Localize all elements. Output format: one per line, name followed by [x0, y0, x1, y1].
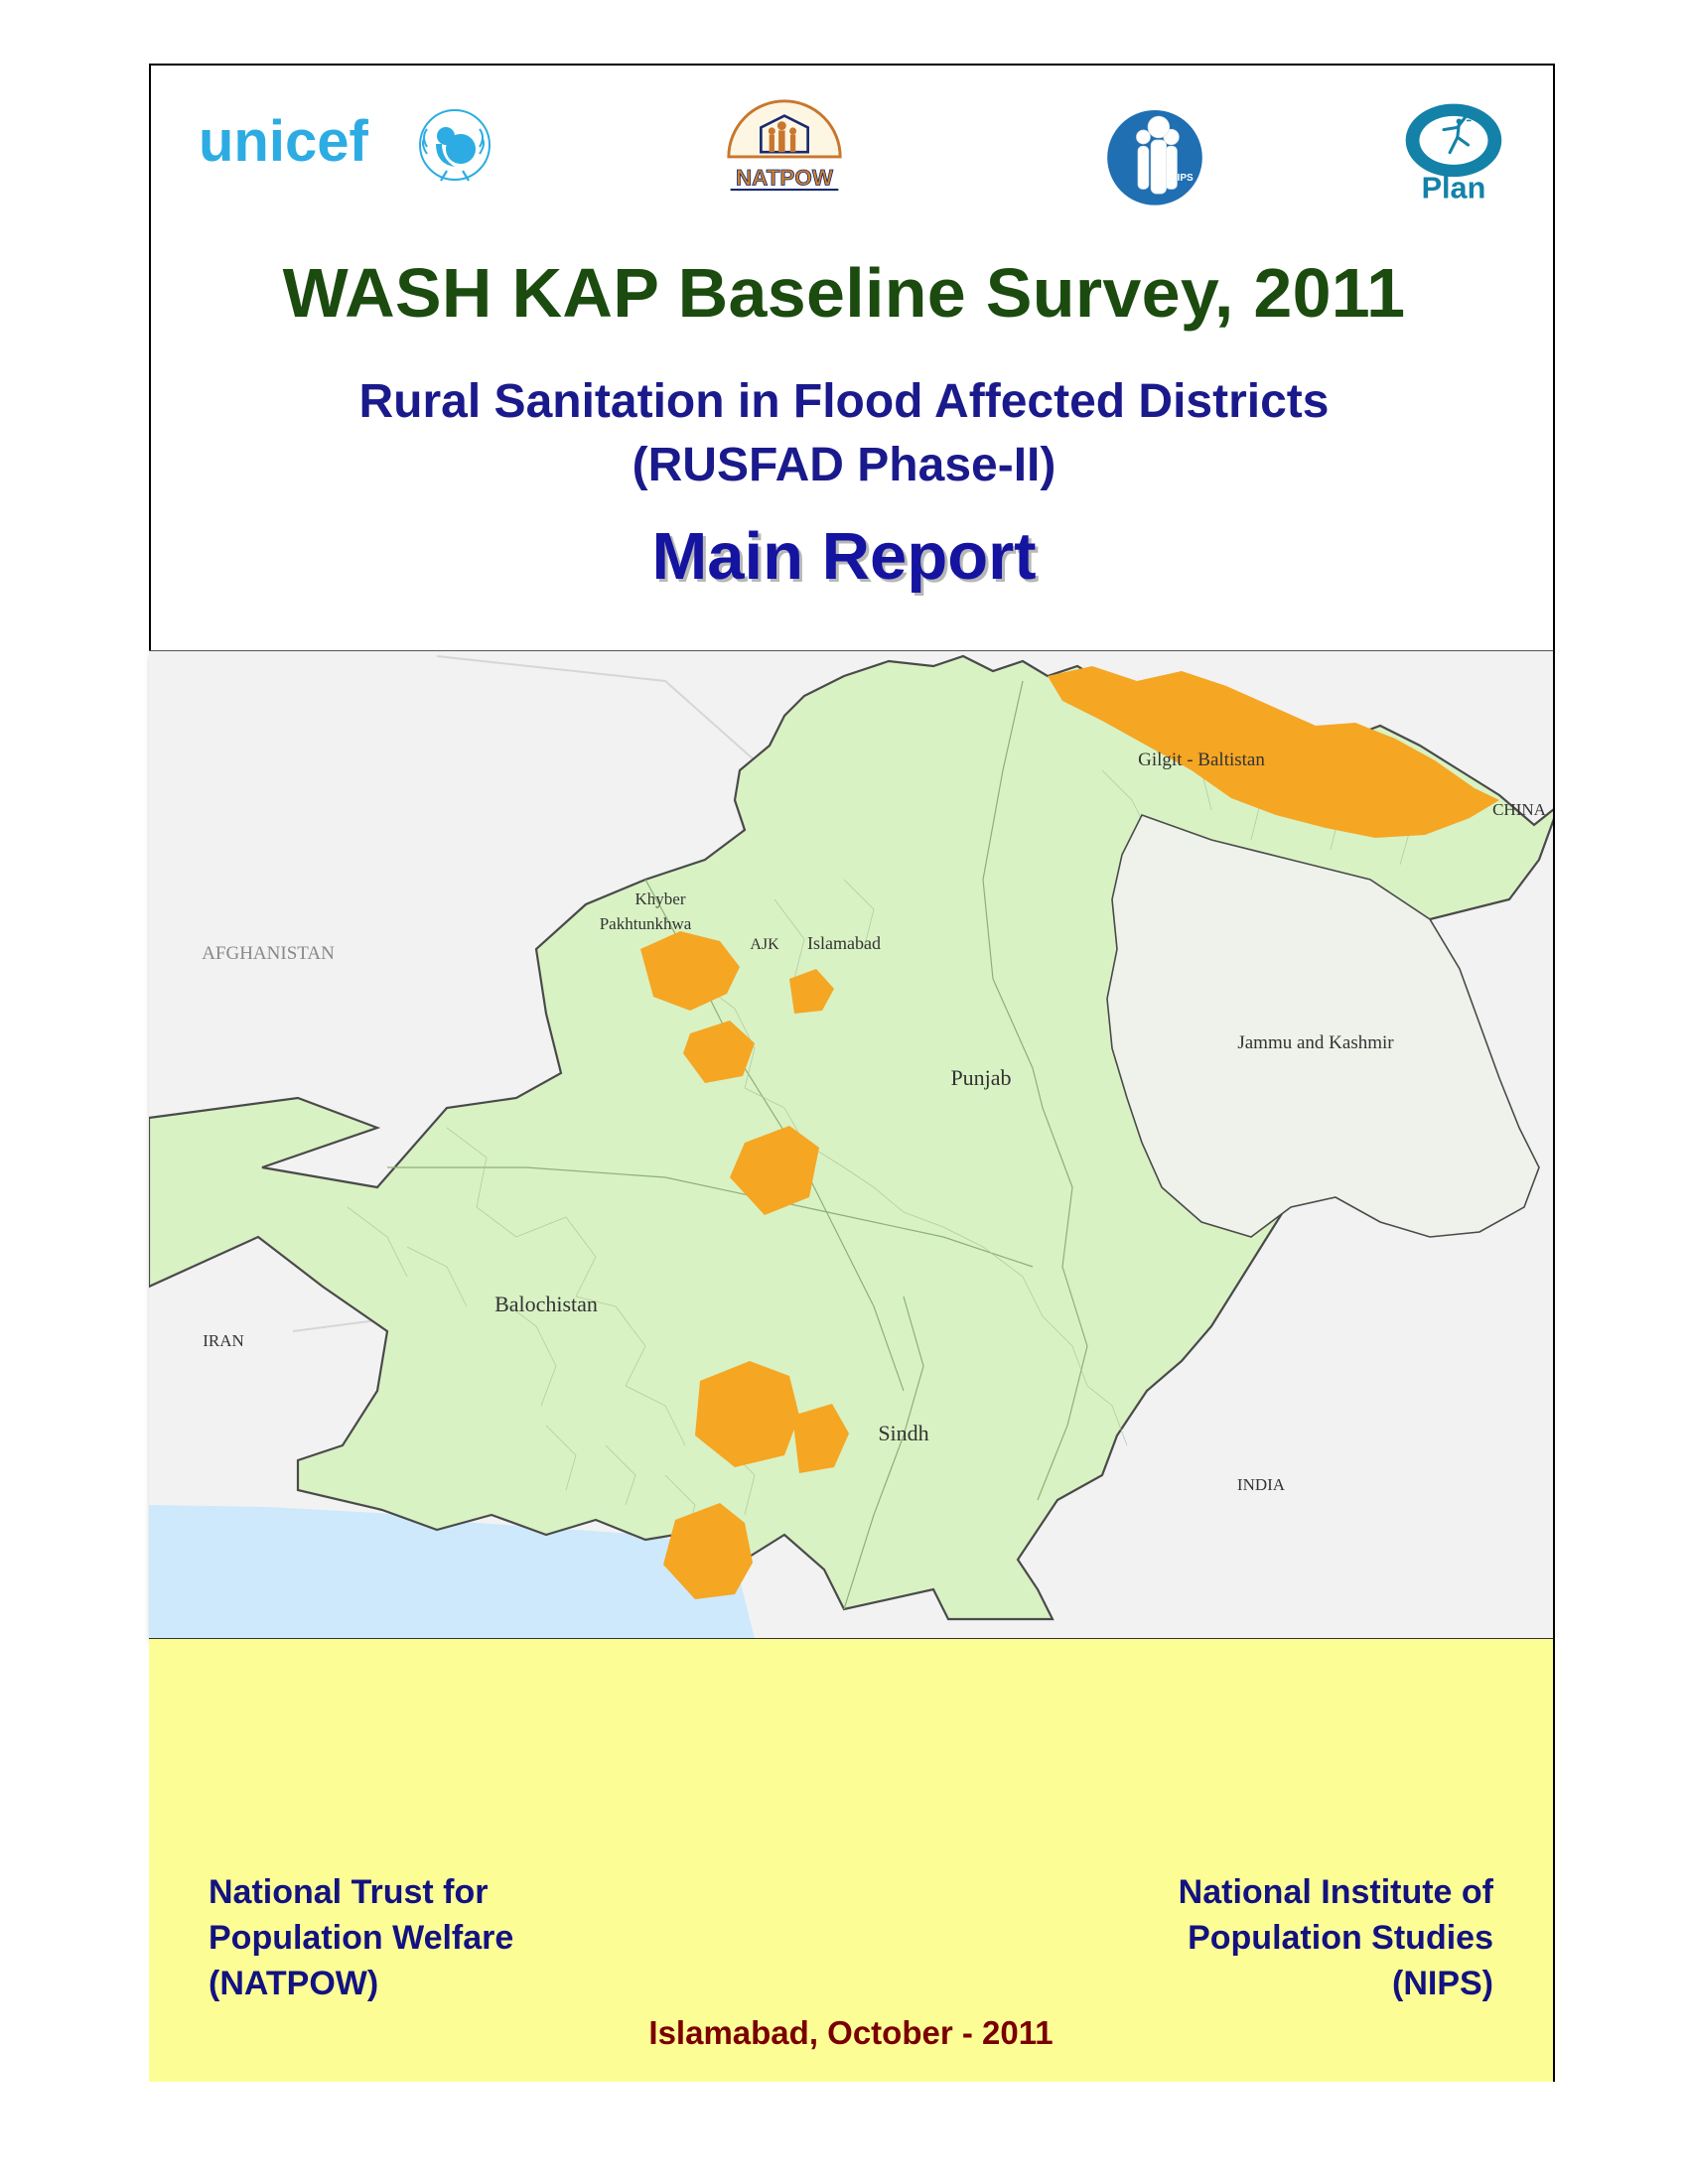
- svg-text:Islamabad: Islamabad: [807, 933, 881, 953]
- svg-text:AJK: AJK: [750, 936, 779, 953]
- svg-text:Sindh: Sindh: [878, 1421, 928, 1445]
- svg-text:NATPOW: NATPOW: [736, 165, 834, 190]
- svg-text:IRAN: IRAN: [203, 1331, 244, 1350]
- svg-text:Jammu and Kashmir: Jammu and Kashmir: [1237, 1032, 1394, 1053]
- svg-text:CHINA: CHINA: [1492, 800, 1547, 819]
- svg-text:unicef: unicef: [199, 109, 368, 174]
- svg-text:AFGHANISTAN: AFGHANISTAN: [202, 943, 335, 964]
- svg-text:Punjab: Punjab: [950, 1065, 1011, 1090]
- svg-text:Pakhtunkhwa: Pakhtunkhwa: [600, 914, 692, 933]
- svg-text:NIPS: NIPS: [1170, 173, 1194, 184]
- svg-text:Plan: Plan: [1422, 172, 1486, 205]
- svg-text:Balochistan: Balochistan: [494, 1292, 598, 1316]
- svg-text:INDIA: INDIA: [1237, 1475, 1286, 1494]
- svg-text:Khyber: Khyber: [635, 889, 686, 908]
- svg-text:Gilgit - Baltistan: Gilgit - Baltistan: [1138, 750, 1265, 770]
